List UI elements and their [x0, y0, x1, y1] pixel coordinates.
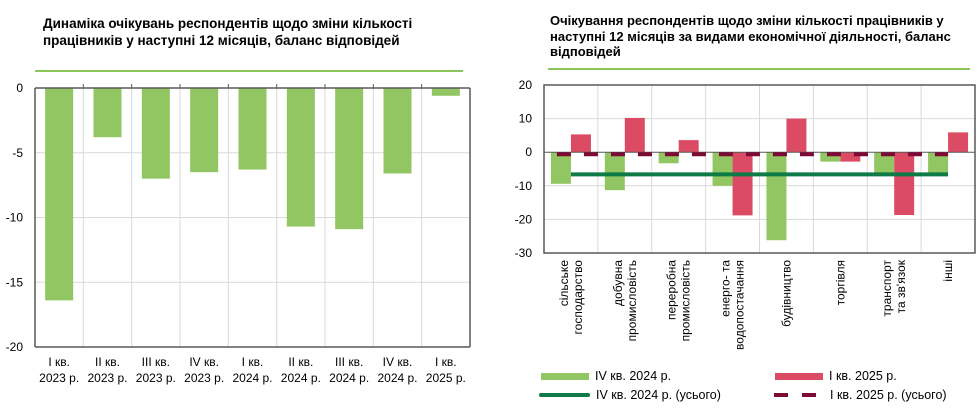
legend-label: I кв. 2025 р. (усього): [830, 388, 947, 402]
x-tick-label: I кв.: [435, 355, 457, 369]
x-tick-label: 2024 р.: [377, 371, 417, 385]
x-tick-label: III кв.: [142, 355, 170, 369]
legend-label: IV кв. 2024 р. (усього): [596, 388, 721, 402]
x-tick-label: транспорт: [880, 260, 894, 317]
bar-q1-2025: [948, 132, 969, 153]
y-tick-label: 0: [16, 81, 23, 95]
x-tick-label: промисловість: [625, 260, 639, 341]
bar: [238, 88, 267, 170]
plot-border: [543, 84, 976, 254]
x-tick-label: 2024 р.: [281, 371, 321, 385]
y-tick-label: -10: [6, 211, 24, 225]
x-tick-label: енерго- та: [719, 260, 733, 317]
legend-swatch-green-bar: [541, 372, 589, 380]
bar-q4-2024: [712, 152, 733, 186]
bar: [45, 88, 74, 301]
bar-q4-2024: [928, 152, 949, 174]
bar: [335, 88, 364, 230]
x-tick-label: 2023 р.: [136, 371, 176, 385]
y-tick-label: -5: [12, 146, 23, 160]
bar: [141, 88, 170, 179]
bar-q1-2025: [570, 134, 591, 153]
x-tick-label: I кв.: [242, 355, 264, 369]
y-tick-label: -20: [515, 212, 533, 226]
x-tick-label: торгівля: [833, 260, 847, 305]
x-tick-label: 2024 р.: [329, 371, 369, 385]
x-tick-label: водопостачання: [733, 260, 747, 350]
y-tick-label: -15: [6, 275, 24, 289]
x-tick-label: промисловість: [679, 260, 693, 341]
bar-q1-2025: [894, 152, 915, 216]
bar-q1-2025: [840, 152, 861, 162]
left-title-rule: [35, 70, 463, 72]
y-tick-label: -10: [515, 179, 533, 193]
x-tick-label: 2024 р.: [232, 371, 272, 385]
legend-item-q1-2025: I кв. 2025 р.: [775, 369, 897, 383]
legend-label: I кв. 2025 р.: [829, 369, 897, 383]
x-tick-label: переробна: [665, 260, 679, 320]
legend-item-q4-2024: IV кв. 2024 р.: [541, 369, 671, 383]
x-tick-label: III кв.: [335, 355, 363, 369]
legend-item-q4-2024-total: IV кв. 2024 р. (усього): [539, 388, 721, 402]
x-tick-label: сільське: [557, 260, 571, 307]
x-tick-label: 2023 р.: [39, 371, 79, 385]
x-tick-label: IV кв.: [189, 355, 219, 369]
legend-swatch-dashed-line: [774, 393, 824, 397]
x-tick-label: та зв'язок: [894, 259, 908, 313]
bar: [431, 88, 460, 96]
legend-swatch-red-bar: [775, 372, 823, 380]
bar-q1-2025: [678, 140, 699, 153]
legend-item-q1-2025-total: I кв. 2025 р. (усього): [774, 388, 947, 402]
x-tick-label: 2025 р.: [426, 371, 466, 385]
y-tick-label: 20: [519, 78, 533, 92]
bar-q4-2024: [658, 152, 679, 164]
x-tick-label: II кв.: [288, 355, 313, 369]
x-tick-label: добувна: [611, 260, 625, 306]
bar-q4-2024: [874, 152, 895, 174]
x-tick-label: 2023 р.: [184, 371, 224, 385]
legend-label: IV кв. 2024 р.: [595, 369, 672, 383]
bar-q4-2024: [550, 152, 571, 184]
bar: [93, 88, 122, 138]
x-tick-label: I кв.: [48, 355, 70, 369]
x-tick-label: II кв.: [95, 355, 120, 369]
x-tick-label: 2023 р.: [87, 371, 127, 385]
x-tick-label: господарство: [571, 260, 585, 335]
left-chart-title: Динаміка очікувань респондентів щодо змі…: [43, 16, 413, 48]
y-tick-label: -20: [6, 340, 24, 354]
bar-q1-2025: [786, 118, 807, 153]
legend-swatch-solid-line: [539, 393, 590, 397]
right-chart-title: Очікування респондентів щодо зміни кільк…: [550, 13, 951, 59]
bar-q4-2024: [820, 152, 841, 162]
bar: [383, 88, 412, 174]
x-tick-label: інші: [941, 260, 955, 282]
y-tick-label: 10: [519, 112, 533, 126]
bar-q1-2025: [732, 152, 753, 216]
bar: [286, 88, 315, 227]
y-tick-label: -30: [515, 246, 533, 260]
right-title-rule: [548, 68, 970, 70]
bar-q4-2024: [766, 152, 787, 241]
y-tick-label: 0: [525, 145, 532, 159]
bar: [190, 88, 219, 173]
x-tick-label: будівництво: [779, 260, 793, 327]
bar-q4-2024: [604, 152, 625, 191]
bar-q1-2025: [624, 117, 645, 153]
x-tick-label: IV кв.: [383, 355, 413, 369]
